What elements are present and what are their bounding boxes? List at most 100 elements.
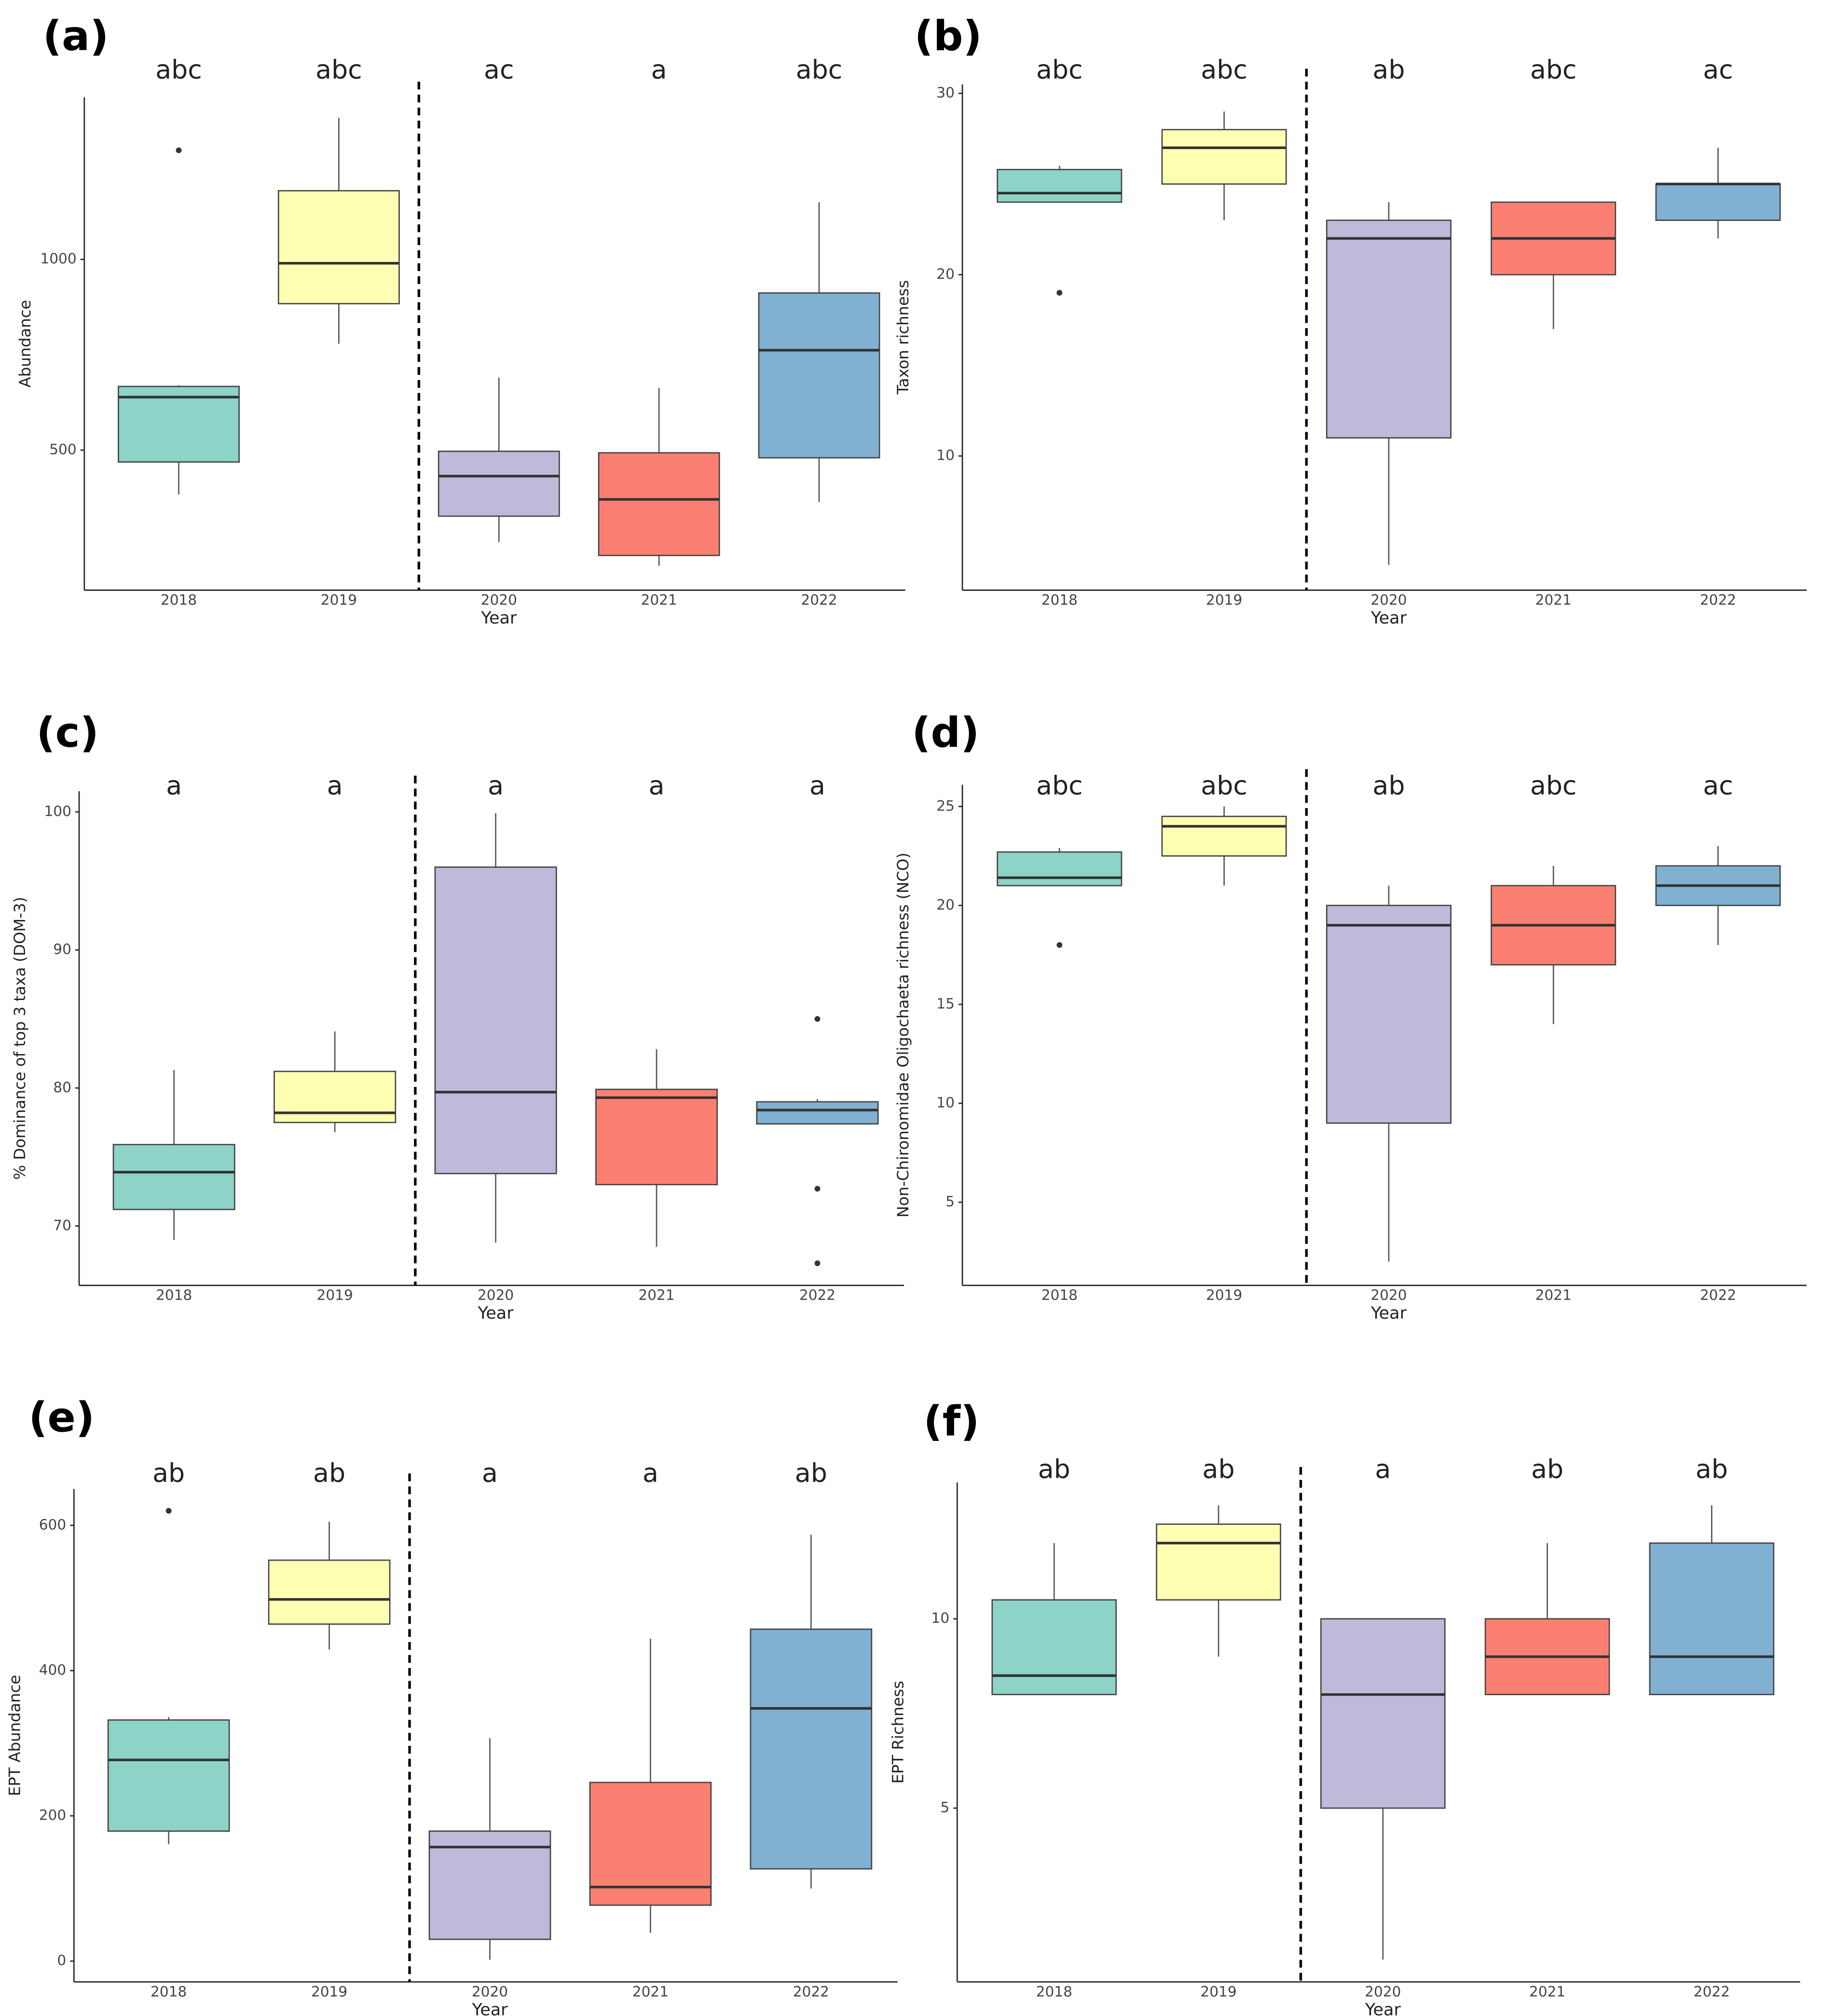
box — [1655, 183, 1781, 221]
group-letter: a — [651, 55, 667, 85]
box — [595, 1088, 718, 1185]
panel-label: (b) — [915, 12, 982, 60]
box — [758, 292, 880, 459]
group-letter: a — [166, 770, 182, 801]
x-tick-label: 2022 — [1700, 591, 1736, 608]
x-tick-label: 2020 — [481, 591, 517, 608]
y-tick-label: 200 — [39, 1807, 66, 1824]
box — [997, 851, 1123, 887]
x-tick-label: 2019 — [1206, 1287, 1242, 1303]
y-tick-label: 400 — [39, 1661, 66, 1678]
panel-label: (c) — [36, 709, 99, 757]
box — [1649, 1542, 1775, 1695]
group-letter: abc — [155, 55, 202, 85]
y-tick-label: 80 — [53, 1079, 71, 1096]
y-tick-label: 20 — [936, 896, 955, 913]
group-letter: a — [482, 1458, 498, 1488]
group-letter: ac — [1703, 770, 1733, 801]
box — [589, 1782, 712, 1906]
x-tick-label: 2018 — [1036, 1983, 1072, 2000]
outlier — [165, 1508, 172, 1514]
group-letter: a — [488, 770, 504, 801]
box — [438, 451, 560, 517]
x-tick-label: 2022 — [1700, 1287, 1736, 1303]
panel-label: (d) — [912, 709, 979, 757]
box — [112, 1144, 235, 1210]
y-axis-label: EPT Abundance — [5, 1675, 24, 1796]
y-axis-label: Abundance — [16, 300, 34, 388]
x-tick-label: 2019 — [1206, 591, 1242, 608]
box — [1326, 219, 1451, 439]
x-tick-label: 2022 — [801, 591, 837, 608]
group-letter: ab — [313, 1458, 345, 1488]
group-letter: abc — [1201, 770, 1247, 801]
x-tick-label: 2021 — [1535, 591, 1572, 608]
panel-label: (f) — [923, 1398, 979, 1446]
x-tick-label: 2019 — [321, 591, 357, 608]
group-letter: a — [643, 1458, 658, 1488]
x-tick-label: 2021 — [641, 591, 677, 608]
y-axis-label: Non-Chironomidae Oligochaeta richness (N… — [894, 852, 912, 1218]
x-tick-label: 2019 — [317, 1287, 353, 1303]
y-tick-label: 100 — [44, 803, 71, 820]
group-letter: ab — [1038, 1454, 1070, 1484]
outlier — [176, 147, 182, 153]
box — [1156, 1523, 1281, 1601]
group-letter: ab — [1372, 55, 1405, 85]
box — [1326, 905, 1451, 1124]
outlier — [814, 1016, 821, 1022]
box — [268, 1559, 391, 1625]
group-letter: abc — [1201, 55, 1247, 85]
outlier — [1056, 290, 1063, 296]
y-tick-label: 10 — [931, 1610, 950, 1626]
y-tick-label: 20 — [936, 266, 955, 282]
box — [274, 1070, 397, 1124]
box — [598, 452, 720, 556]
box — [750, 1628, 873, 1870]
x-tick-label: 2019 — [1200, 1983, 1236, 2000]
x-axis-label: Year — [480, 608, 517, 628]
group-letter: ab — [1531, 1454, 1563, 1484]
group-letter: ab — [1203, 1454, 1235, 1484]
x-axis-label: Year — [472, 2000, 508, 2016]
y-tick-label: 0 — [57, 1952, 66, 1969]
group-letter: a — [1375, 1454, 1391, 1484]
x-tick-label: 2022 — [799, 1287, 835, 1303]
x-tick-label: 2021 — [638, 1287, 674, 1303]
x-tick-label: 2020 — [1370, 591, 1407, 608]
y-tick-label: 600 — [39, 1516, 66, 1533]
group-letter: ab — [152, 1458, 185, 1488]
x-tick-label: 2019 — [311, 1983, 347, 2000]
panel-label: (e) — [28, 1394, 95, 1442]
group-letter: a — [649, 770, 665, 801]
y-tick-label: 1000 — [40, 250, 76, 267]
x-axis-label: Year — [1370, 1304, 1407, 1323]
x-tick-label: 2020 — [1370, 1287, 1407, 1303]
x-tick-label: 2021 — [1529, 1983, 1565, 2000]
x-tick-label: 2020 — [472, 1983, 508, 2000]
box — [997, 169, 1123, 203]
group-letter: abc — [1036, 55, 1083, 85]
x-tick-label: 2018 — [161, 591, 197, 608]
y-axis-label: % Dominance of top 3 taxa (DOM-3) — [11, 897, 29, 1179]
group-letter: a — [809, 770, 825, 801]
box — [434, 866, 557, 1175]
outlier — [814, 1186, 821, 1192]
box — [1161, 129, 1287, 185]
x-axis-label: Year — [1365, 2000, 1401, 2016]
y-tick-label: 5 — [945, 1193, 955, 1210]
group-letter: abc — [1530, 55, 1577, 85]
y-tick-label: 5 — [940, 1799, 949, 1816]
group-letter: abc — [796, 55, 843, 85]
y-tick-label: 30 — [936, 84, 955, 101]
outlier — [814, 1260, 821, 1266]
y-tick-label: 90 — [53, 941, 71, 958]
group-letter: ab — [1372, 770, 1405, 801]
group-letter: ac — [1703, 55, 1733, 85]
y-tick-label: 15 — [936, 995, 955, 1012]
group-letter: abc — [315, 55, 362, 85]
x-tick-label: 2021 — [632, 1983, 669, 2000]
group-letter: abc — [1036, 770, 1083, 801]
x-tick-label: 2020 — [1365, 1983, 1401, 2000]
